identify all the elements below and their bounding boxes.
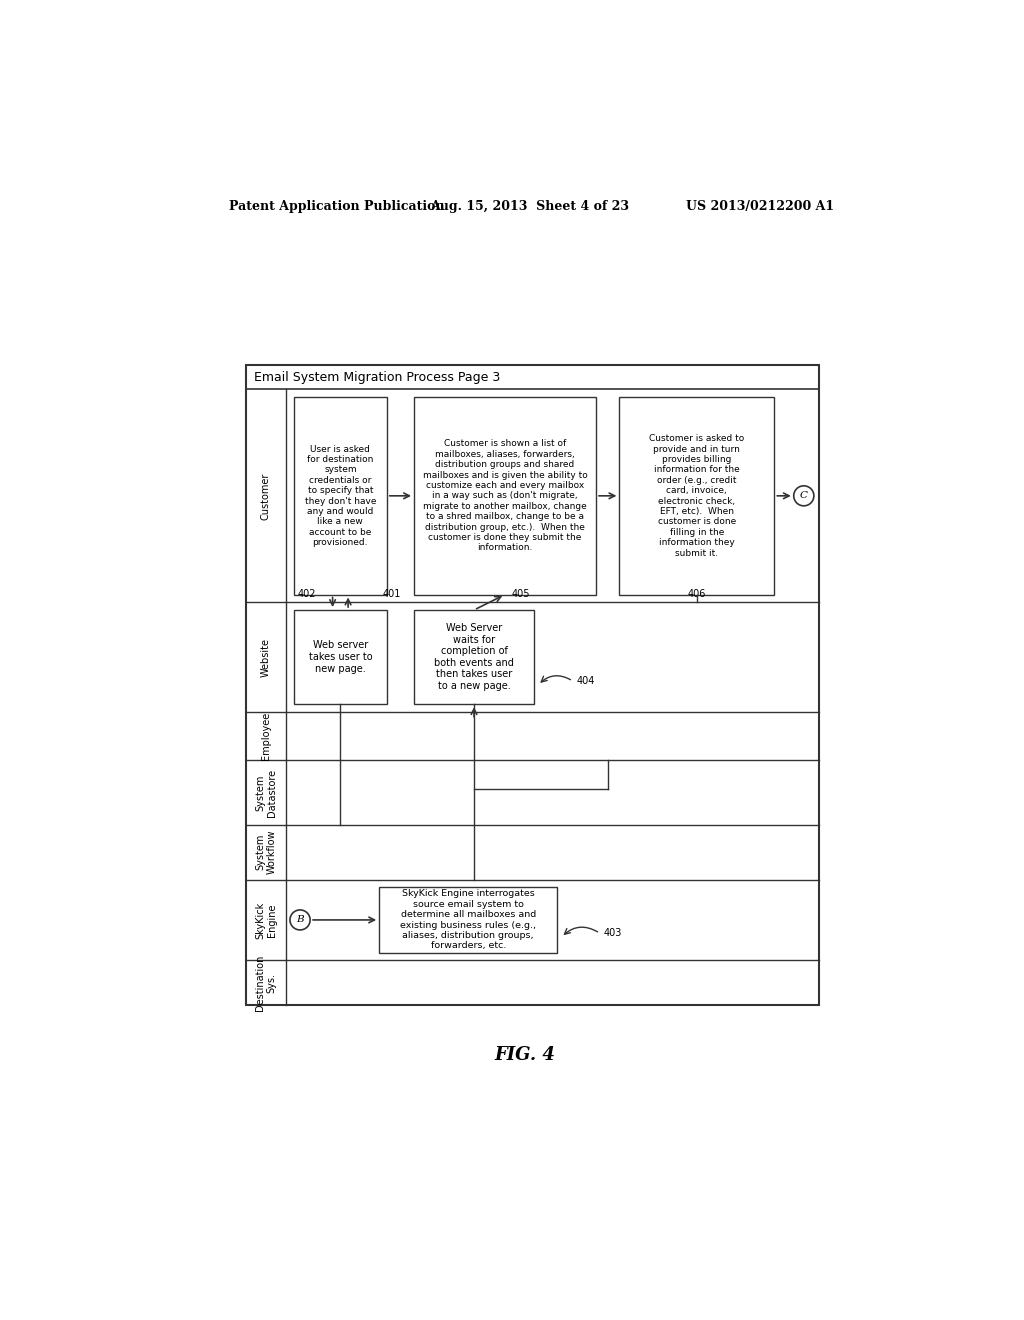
Text: Customer is shown a list of
mailboxes, aliases, forwarders,
distribution groups : Customer is shown a list of mailboxes, a… <box>423 440 588 552</box>
Text: Customer is asked to
provide and in turn
provides billing
information for the
or: Customer is asked to provide and in turn… <box>649 434 744 557</box>
Circle shape <box>794 486 814 506</box>
Text: C: C <box>800 491 808 500</box>
Text: System
Datastore: System Datastore <box>255 768 276 817</box>
Text: 406: 406 <box>688 589 706 599</box>
Text: Aug. 15, 2013  Sheet 4 of 23: Aug. 15, 2013 Sheet 4 of 23 <box>430 199 630 213</box>
Text: User is asked
for destination
system
credentials or
to specify that
they don't h: User is asked for destination system cre… <box>304 445 376 546</box>
Bar <box>294 397 387 594</box>
Text: Web server
takes user to
new page.: Web server takes user to new page. <box>308 640 372 673</box>
Text: Patent Application Publication: Patent Application Publication <box>228 199 444 213</box>
Text: Destination
Sys.: Destination Sys. <box>255 954 276 1011</box>
Text: 402: 402 <box>298 589 316 599</box>
Text: 401: 401 <box>383 589 401 599</box>
Text: SkyKick Engine interrogates
source email system to
determine all mailboxes and
e: SkyKick Engine interrogates source email… <box>400 890 537 950</box>
Text: FIG. 4: FIG. 4 <box>495 1047 555 1064</box>
Text: 405: 405 <box>511 589 529 599</box>
Bar <box>620 397 774 594</box>
Text: Web Server
waits for
completion of
both events and
then takes user
to a new page: Web Server waits for completion of both … <box>434 623 514 692</box>
Text: SkyKick
Engine: SkyKick Engine <box>255 902 276 939</box>
Circle shape <box>290 909 310 931</box>
Text: System
Workflow: System Workflow <box>255 830 276 874</box>
Bar <box>414 610 535 704</box>
Text: Email System Migration Process Page 3: Email System Migration Process Page 3 <box>254 371 500 384</box>
Text: Customer: Customer <box>261 473 271 520</box>
Bar <box>246 364 819 1006</box>
Bar <box>379 887 557 953</box>
Text: 403: 403 <box>604 928 623 939</box>
Text: US 2013/0212200 A1: US 2013/0212200 A1 <box>686 199 835 213</box>
Bar <box>414 397 596 594</box>
Text: Employee: Employee <box>261 711 271 760</box>
Text: B: B <box>296 916 304 924</box>
Bar <box>294 610 387 704</box>
Text: Website: Website <box>261 638 271 677</box>
Text: 404: 404 <box>577 676 595 686</box>
